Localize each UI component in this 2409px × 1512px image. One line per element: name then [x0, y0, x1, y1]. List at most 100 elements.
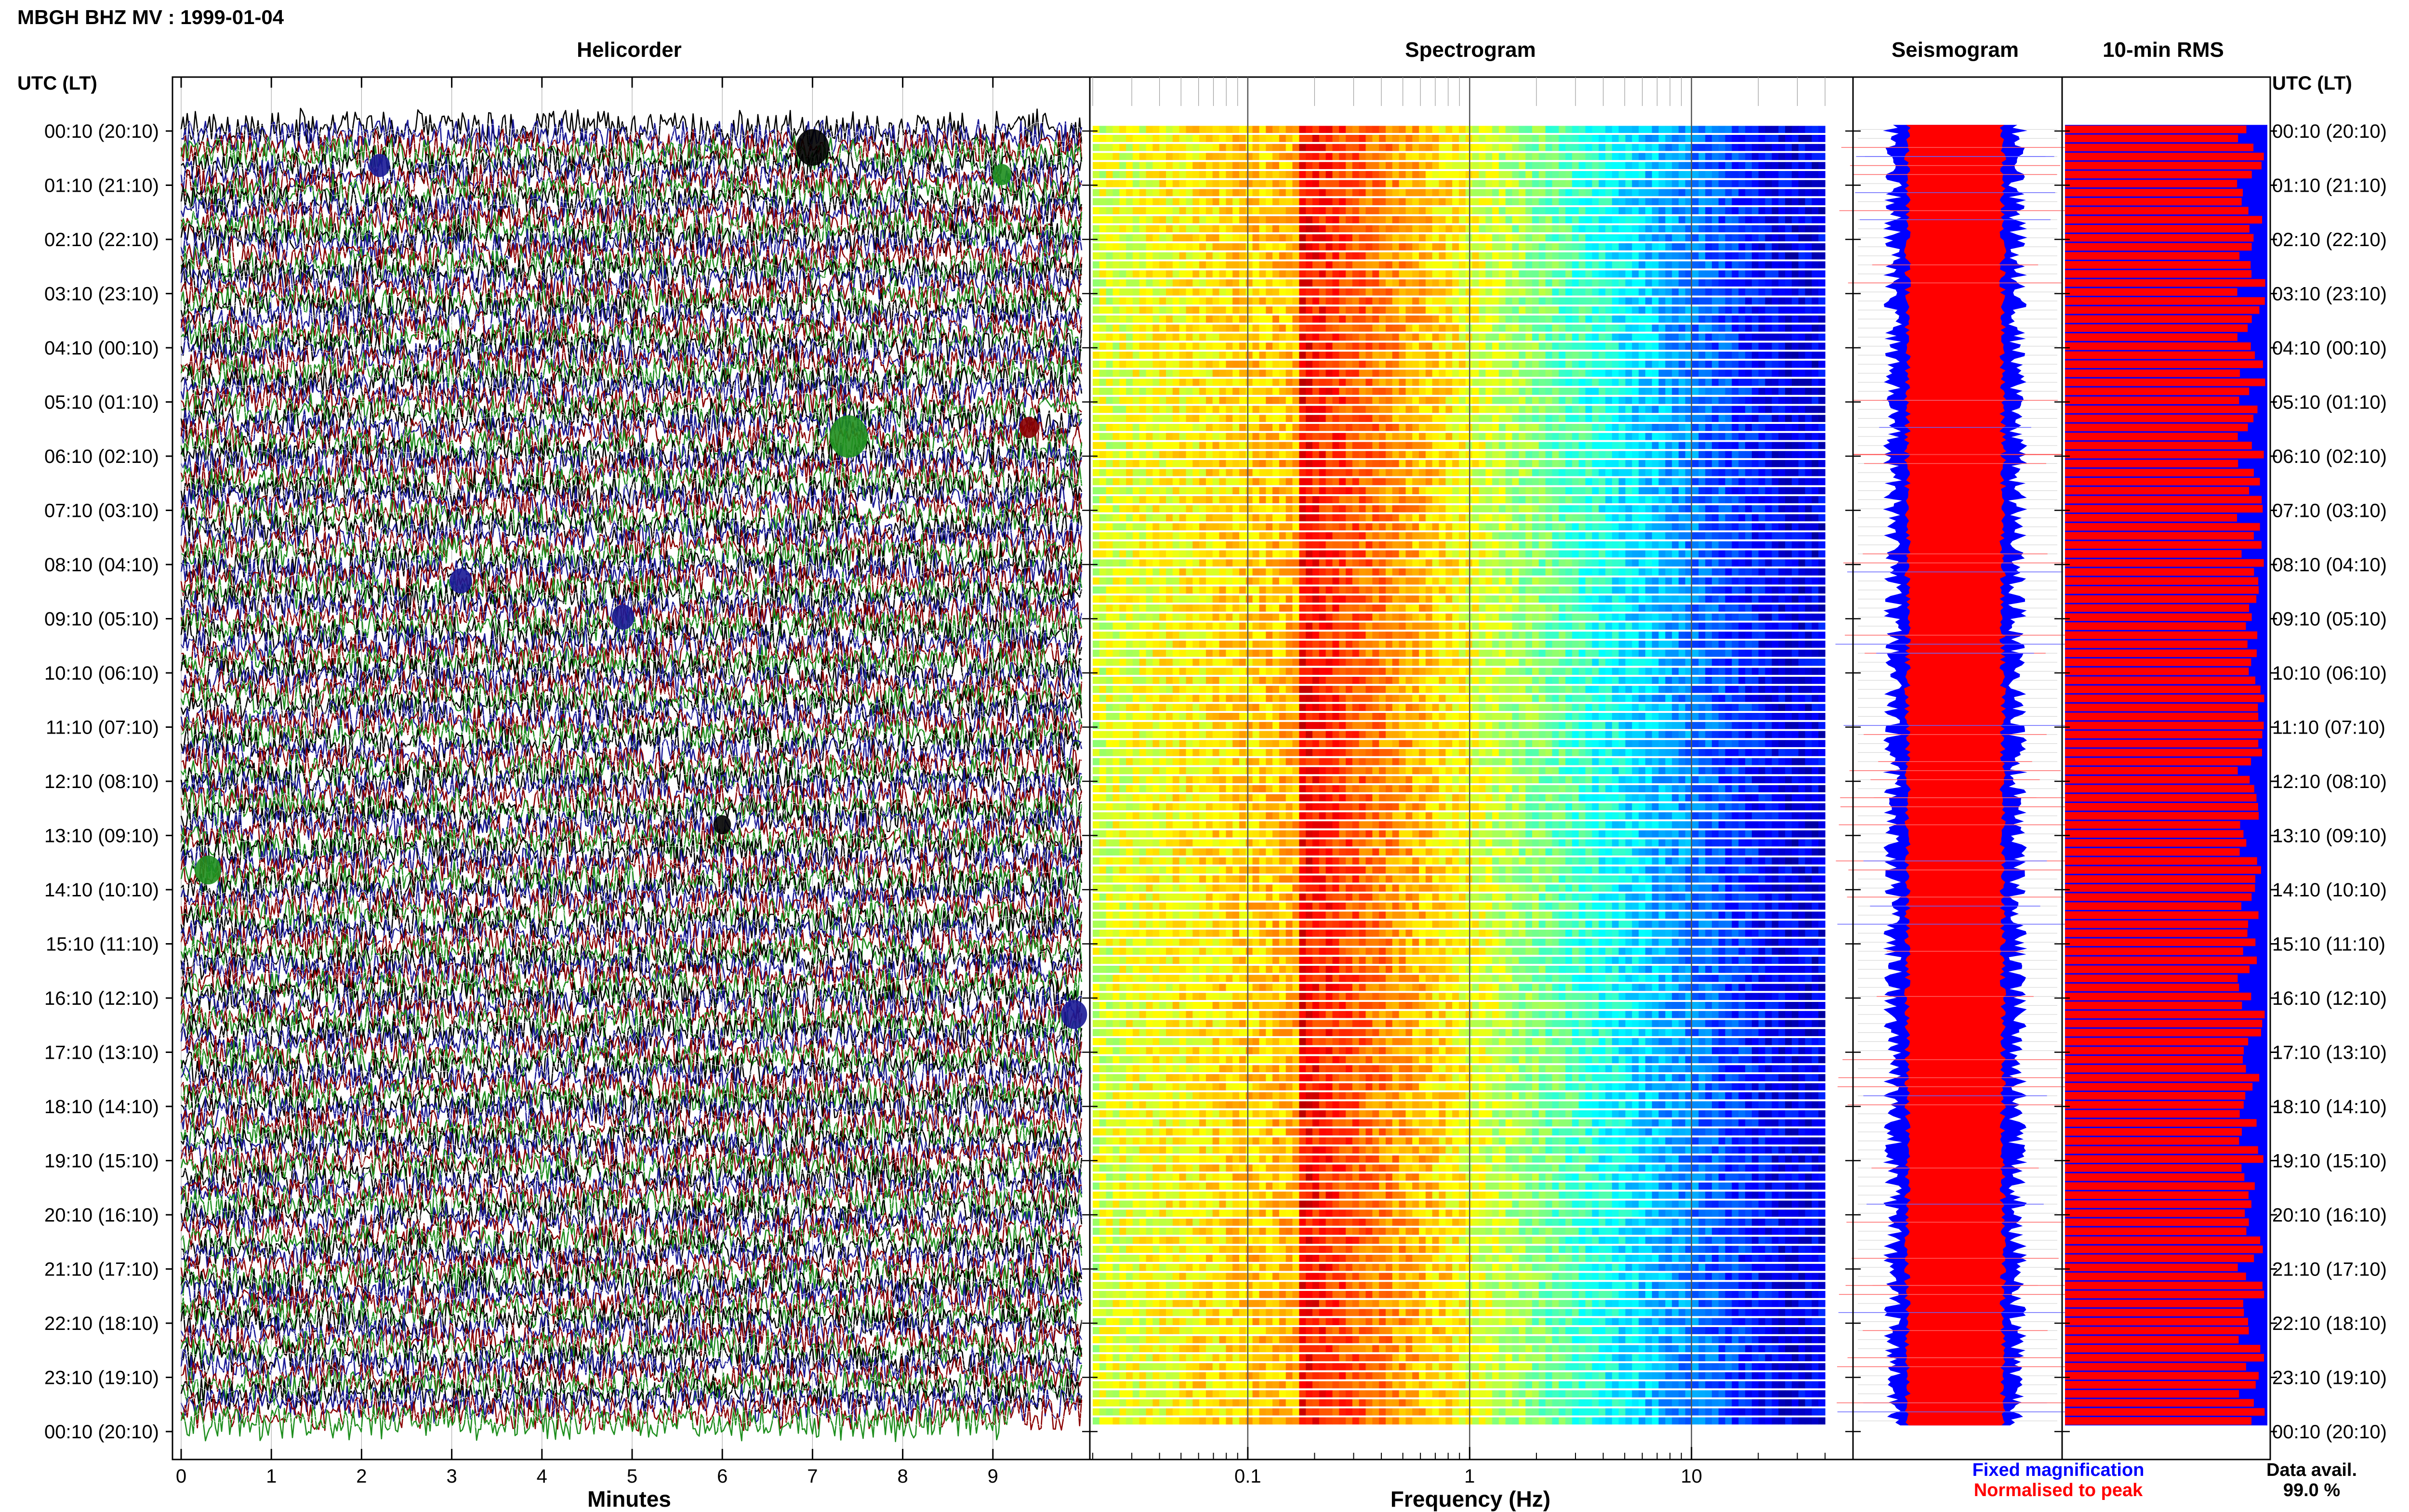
spectrogram-cell — [1818, 342, 1826, 350]
spectrogram-cell — [1685, 297, 1693, 305]
spectrogram-cell — [1479, 234, 1486, 242]
spectrogram-cell — [1512, 288, 1519, 296]
spectrogram-cell — [1205, 162, 1213, 170]
spectrogram-cell — [1252, 451, 1259, 459]
spectrogram-cell — [1639, 415, 1646, 422]
spectrogram-cell — [1472, 478, 1479, 486]
spectrogram-cell — [1192, 171, 1200, 178]
spectrogram-cell — [1791, 225, 1799, 233]
spectrogram-cell — [1519, 252, 1526, 260]
spectrogram-cell — [1132, 306, 1140, 314]
spectrogram-cell — [1239, 379, 1246, 386]
spectrogram-cell — [1106, 460, 1113, 467]
spectrogram-cell — [1126, 198, 1133, 206]
spectrogram-cell — [1772, 144, 1779, 151]
spectrogram-cell — [1785, 396, 1792, 404]
spectrogram-cell — [1798, 162, 1806, 170]
spectrogram-cell — [1379, 388, 1386, 395]
helicorder-trace-highlight — [181, 302, 1084, 318]
spectrogram-cell — [1812, 189, 1819, 197]
spectrogram-cell — [1465, 360, 1473, 368]
spectrogram-cell — [1279, 406, 1286, 413]
spectrogram-cell — [1639, 189, 1646, 197]
spectrogram-cell — [1319, 451, 1326, 459]
spectrogram-cell — [1346, 288, 1353, 296]
spectrogram-cell — [1818, 460, 1826, 467]
spectrogram-cell — [1818, 442, 1826, 449]
spectrogram-cell — [1658, 297, 1666, 305]
spectrogram-cell — [1632, 135, 1639, 142]
spectrogram-cell — [1679, 216, 1686, 224]
spectrogram-cell — [1645, 379, 1653, 386]
spectrogram-cell — [1718, 153, 1726, 160]
spectrogram-cell — [1126, 469, 1133, 476]
spectrogram-cell — [1106, 225, 1113, 233]
helicorder-trace — [180, 941, 1083, 981]
spectrogram-cell — [1232, 198, 1240, 206]
spectrogram-cell — [1618, 216, 1626, 224]
spectrogram-cell — [1226, 207, 1233, 214]
spectrogram-cell — [1645, 225, 1653, 233]
spectrogram-cell — [1352, 388, 1360, 395]
spectrogram-cell — [1139, 279, 1147, 287]
spectrogram-cell — [1119, 261, 1126, 269]
spectrogram-cell — [1126, 406, 1133, 413]
spectrogram-cell — [1818, 153, 1826, 160]
helicorder-trace — [180, 1381, 1083, 1424]
spectrogram-cell — [1099, 189, 1107, 197]
spectrogram-cell — [1559, 198, 1566, 206]
spectrogram-cell — [1279, 415, 1286, 422]
helicorder-trace-highlight — [181, 844, 1084, 860]
spectrogram-cell — [1319, 505, 1326, 513]
spectrogram-cell — [1266, 252, 1273, 260]
spectrogram-cell — [1445, 234, 1453, 242]
spectrogram-cell — [1292, 198, 1299, 206]
spectrogram-cell — [1319, 153, 1326, 160]
spectrogram-cell — [1306, 469, 1313, 476]
spectrogram-cell — [1658, 189, 1666, 197]
spectrogram-cell — [1532, 126, 1539, 133]
spectrogram-cell — [1765, 487, 1772, 495]
spectrogram-cell — [1419, 324, 1426, 332]
spectrogram-cell — [1232, 279, 1240, 287]
spectrogram-cell — [1299, 460, 1306, 467]
spectrogram-cell — [1512, 369, 1519, 377]
spectrogram-cell — [1245, 460, 1253, 467]
spectrogram-cell — [1252, 270, 1259, 278]
spectrogram-cell — [1592, 261, 1599, 269]
spectrogram-cell — [1405, 360, 1413, 368]
spectrogram-cell — [1272, 279, 1280, 287]
helicorder-trace-highlight — [181, 1305, 1084, 1321]
spectrogram-cell — [1365, 270, 1373, 278]
spectrogram-cell — [1632, 261, 1639, 269]
spectrogram-cell — [1538, 406, 1546, 413]
spectrogram-cell — [1605, 324, 1613, 332]
spectrogram-cell — [1538, 388, 1546, 395]
spectrogram-cell — [1432, 234, 1440, 242]
spectrogram-cell — [1445, 379, 1453, 386]
spectrogram-cell — [1672, 126, 1679, 133]
spectrogram-cell — [1312, 189, 1320, 197]
spectrogram-cell — [1725, 424, 1733, 431]
spectrogram-cell — [1319, 261, 1326, 269]
spectrogram-cell — [1818, 207, 1826, 214]
spectrogram-cell — [1093, 333, 1100, 341]
spectrogram-cell — [1718, 252, 1726, 260]
spectrogram-cell — [1292, 442, 1299, 449]
spectrogram-cell — [1818, 270, 1826, 278]
spectrogram-cell — [1632, 306, 1639, 314]
spectrogram-cell — [1752, 270, 1759, 278]
spectrogram-cell — [1139, 388, 1147, 395]
spectrogram-cell — [1791, 433, 1799, 440]
spectrogram-cell — [1705, 388, 1712, 395]
spectrogram-cell — [1679, 126, 1686, 133]
spectrogram-cell — [1705, 478, 1712, 486]
helicorder-trace-highlight — [181, 230, 1084, 246]
spectrogram-cell — [1758, 216, 1766, 224]
spectrogram-cell — [1132, 442, 1140, 449]
spectrogram-cell — [1099, 252, 1107, 260]
spectrogram-cell — [1312, 496, 1320, 503]
spectrogram-cell — [1679, 243, 1686, 250]
helicorder-trace-highlight — [181, 1322, 1084, 1339]
spectrogram-cell — [1738, 406, 1746, 413]
